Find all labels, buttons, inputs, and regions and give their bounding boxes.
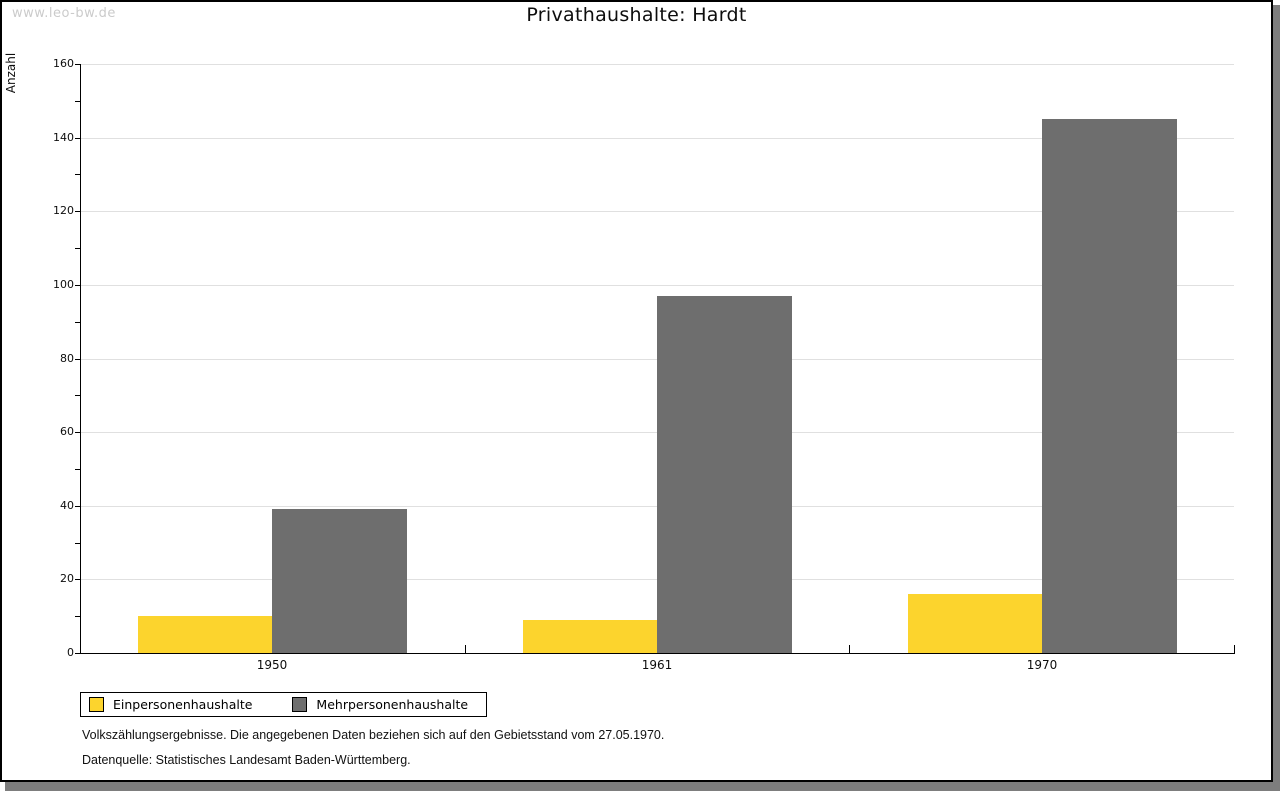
gridline — [80, 211, 1234, 212]
x-axis-tick — [849, 645, 850, 653]
gridline — [80, 138, 1234, 139]
y-tick-label: 140 — [53, 131, 74, 144]
y-tick-label: 0 — [67, 646, 74, 659]
y-axis-tick — [75, 248, 80, 249]
legend-item-mehrpersonenhaushalte: Mehrpersonenhaushalte — [292, 697, 468, 712]
x-axis-tick — [1234, 645, 1235, 653]
y-tick-label: 60 — [60, 425, 74, 438]
footnote-line-2: Datenquelle: Statistisches Landesamt Bad… — [82, 753, 411, 767]
y-axis-tick — [75, 101, 80, 102]
y-axis-tick — [75, 432, 80, 433]
legend-item-einpersonenhaushalte: Einpersonenhaushalte — [89, 697, 252, 712]
y-axis-tick — [75, 616, 80, 617]
legend-label-mehrpersonenhaushalte: Mehrpersonenhaushalte — [316, 697, 469, 712]
footnote-line-1: Volkszählungsergebnisse. Die angegebenen… — [82, 728, 665, 742]
y-axis-tick — [75, 579, 80, 580]
bar-mehrpersonenhaushalte — [272, 509, 407, 653]
y-axis-tick — [75, 174, 80, 175]
x-axis-tick — [465, 645, 466, 653]
y-axis-tick — [75, 653, 80, 654]
legend-label-einpersonenhaushalte: Einpersonenhaushalte — [113, 697, 253, 712]
watermark: www.leo-bw.de — [12, 6, 116, 21]
plot-area: 0 20 40 60 80 100 120 140 160 1950 1961 1970 — [2, 2, 1271, 780]
y-tick-label: 40 — [60, 499, 74, 512]
y-tick-label: 20 — [60, 572, 74, 585]
bar-einpersonenhaushalte — [138, 616, 272, 653]
y-axis-tick — [75, 211, 80, 212]
y-axis-tick — [75, 138, 80, 139]
y-axis-tick — [75, 322, 80, 323]
y-tick-label: 100 — [53, 278, 74, 291]
y-axis-tick — [75, 64, 80, 65]
legend-swatch-mehrpersonenhaushalte — [292, 697, 308, 712]
y-axis-tick — [75, 285, 80, 286]
legend: Einpersonenhaushalte Mehrpersonenhaushal… — [80, 692, 488, 717]
gridline — [80, 64, 1234, 65]
y-axis-line — [80, 64, 81, 654]
y-axis-tick — [75, 506, 80, 507]
y-axis-tick — [75, 395, 80, 396]
y-axis-tick — [75, 359, 80, 360]
x-tick-label: 1961 — [641, 658, 673, 672]
y-tick-label: 160 — [53, 57, 74, 70]
x-tick-label: 1950 — [256, 658, 288, 672]
y-axis-tick — [75, 469, 80, 470]
x-tick-label: 1970 — [1026, 658, 1058, 672]
x-axis-line — [80, 653, 1235, 654]
bar-mehrpersonenhaushalte — [1042, 119, 1177, 653]
gridline — [80, 285, 1234, 286]
chart-title: Privathaushalte: Hardt — [526, 4, 747, 26]
legend-swatch-einpersonenhaushalte — [89, 697, 104, 712]
bar-einpersonenhaushalte — [908, 594, 1042, 653]
y-tick-label: 120 — [53, 204, 74, 217]
y-axis-tick — [75, 543, 80, 544]
y-tick-label: 80 — [60, 352, 74, 365]
bar-mehrpersonenhaushalte — [657, 296, 792, 653]
bar-einpersonenhaushalte — [523, 620, 657, 653]
